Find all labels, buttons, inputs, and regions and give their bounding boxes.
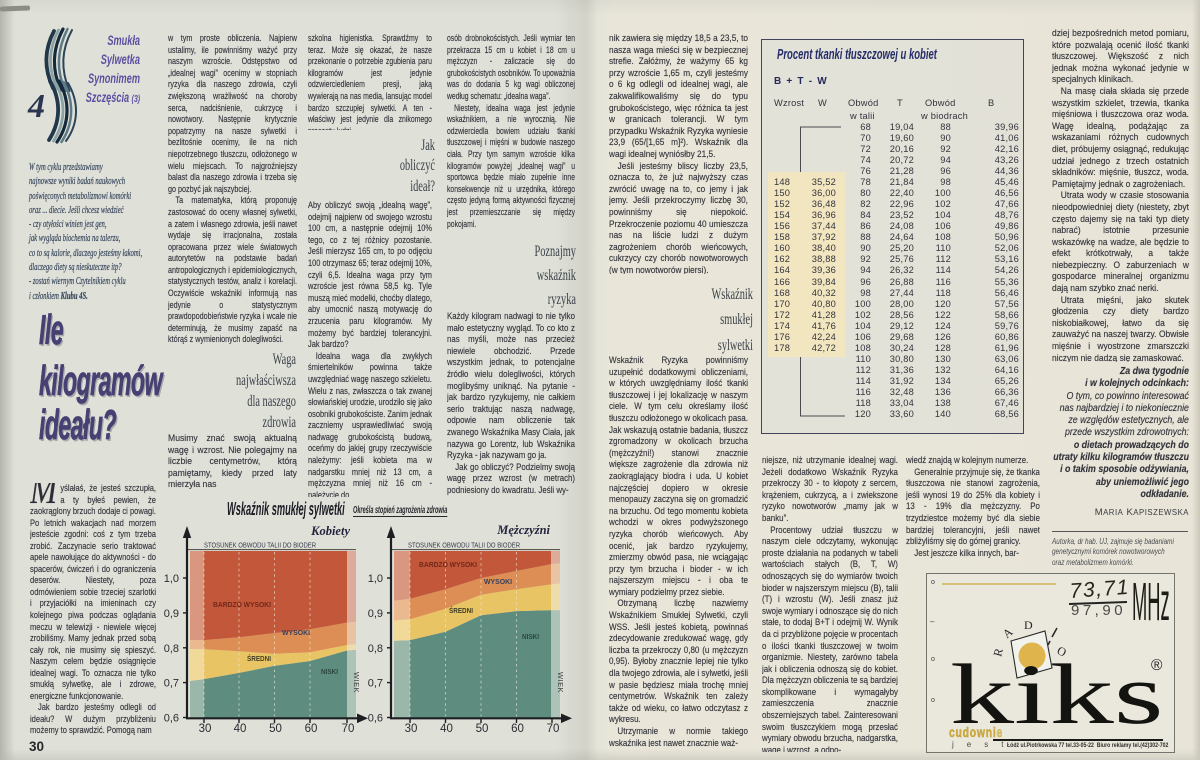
svg-text:0,9: 0,9	[368, 608, 383, 620]
svg-text:NISKI: NISKI	[321, 667, 338, 676]
svg-text:WIEK: WIEK	[556, 672, 565, 693]
svg-text:ŚREDNI: ŚREDNI	[247, 654, 271, 663]
svg-text:0,8: 0,8	[368, 643, 383, 655]
svg-text:1,0: 1,0	[164, 573, 179, 585]
svg-text:WIEK: WIEK	[352, 672, 361, 693]
svg-text:ŚREDNI: ŚREDNI	[449, 606, 473, 615]
svg-text:0,8: 0,8	[164, 643, 179, 655]
svg-text:4: 4	[27, 88, 45, 125]
svg-text:0,6: 0,6	[164, 713, 179, 725]
svg-text:50: 50	[269, 723, 282, 735]
svg-text:0,9: 0,9	[164, 608, 179, 620]
svg-text:1,0: 1,0	[368, 573, 383, 585]
svg-text:NISKI: NISKI	[522, 632, 539, 641]
svg-text:60: 60	[511, 723, 524, 735]
svg-text:WYSOKI: WYSOKI	[282, 628, 310, 637]
svg-text:0,6: 0,6	[368, 713, 383, 725]
svg-text:BARDZO WYSOKI: BARDZO WYSOKI	[213, 600, 271, 609]
svg-text:A: A	[1000, 625, 1016, 642]
svg-text:D: D	[1024, 618, 1033, 632]
svg-text:30: 30	[199, 723, 212, 735]
svg-text:BARDZO WYSOKI: BARDZO WYSOKI	[419, 560, 477, 569]
svg-text:70: 70	[342, 723, 355, 735]
svg-text:70: 70	[547, 723, 560, 735]
svg-text:60: 60	[305, 723, 318, 735]
svg-text:40: 40	[234, 723, 247, 735]
svg-text:0,7: 0,7	[368, 678, 383, 690]
svg-text:WYSOKI: WYSOKI	[484, 577, 512, 586]
svg-text:30: 30	[405, 723, 418, 735]
svg-text:50: 50	[476, 723, 489, 735]
svg-text:STOSUNEK OBWODU TALII DO BIODE: STOSUNEK OBWODU TALII DO BIODER	[408, 541, 520, 550]
svg-text:R: R	[990, 647, 1006, 658]
svg-text:STOSUNEK OBWODU TALII DO BIODE: STOSUNEK OBWODU TALII DO BIODER	[204, 541, 316, 550]
svg-text:40: 40	[440, 723, 453, 735]
svg-text:0,7: 0,7	[164, 678, 179, 690]
